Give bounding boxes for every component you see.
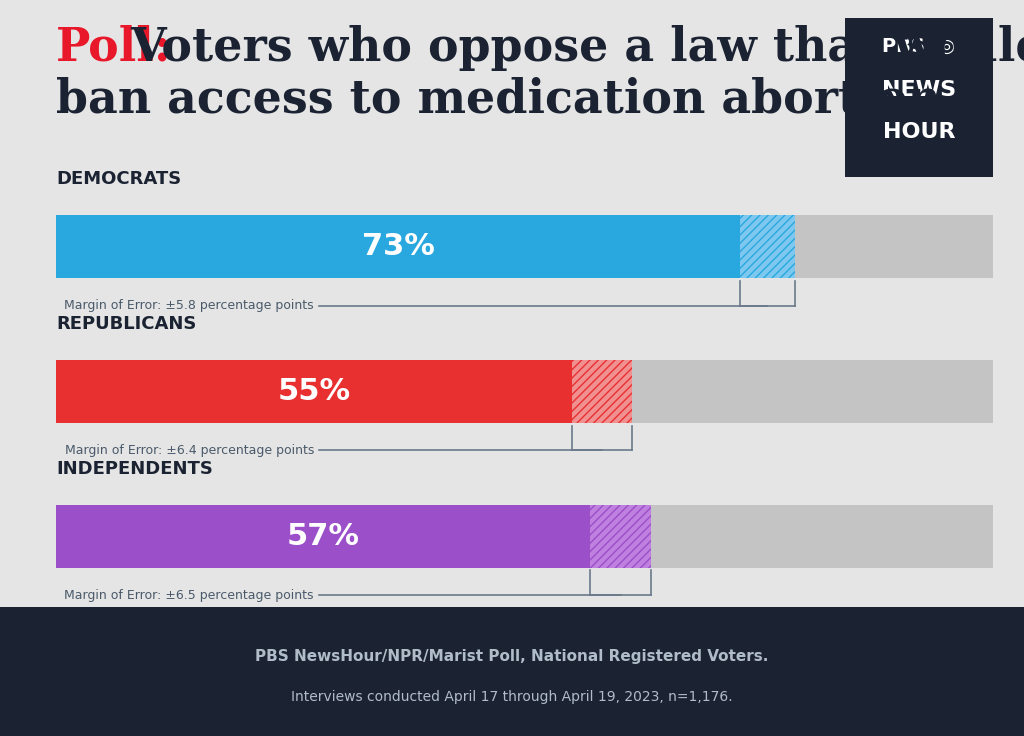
Text: 57%: 57% [287, 522, 359, 551]
Text: Interviews conducted April 17 through April 19, 2023, n=1,176.: Interviews conducted April 17 through Ap… [291, 690, 733, 704]
Bar [591, 505, 651, 568]
Text: 73%: 73% [361, 233, 435, 261]
Text: Margin of Error: ±5.8 percentage points: Margin of Error: ±5.8 percentage points [65, 299, 314, 312]
Bar [740, 215, 795, 278]
Bar [591, 505, 651, 568]
Text: REPUBLICANS: REPUBLICANS [56, 315, 197, 333]
Bar [56, 505, 993, 568]
Bar [56, 215, 740, 278]
Bar [571, 360, 632, 423]
Bar [56, 215, 993, 278]
Bar [740, 215, 795, 278]
Text: Margin of Error: ±6.4 percentage points: Margin of Error: ±6.4 percentage points [65, 444, 314, 457]
Text: ban access to medication abortion: ban access to medication abortion [56, 77, 941, 122]
Text: INDEPENDENTS: INDEPENDENTS [56, 459, 213, 478]
Text: DEMOCRATS: DEMOCRATS [56, 170, 181, 188]
Bar [56, 360, 571, 423]
Text: Poll:: Poll: [56, 25, 172, 71]
Text: PBS  ◎: PBS ◎ [883, 38, 955, 57]
Text: Margin of Error: ±6.5 percentage points: Margin of Error: ±6.5 percentage points [65, 589, 314, 602]
Text: PBS NewsHour/NPR/Marist Poll, National Registered Voters.: PBS NewsHour/NPR/Marist Poll, National R… [255, 648, 769, 664]
Bar [56, 360, 993, 423]
Text: HOUR: HOUR [883, 122, 955, 142]
Bar [56, 505, 591, 568]
Text: Voters who oppose a law that would: Voters who oppose a law that would [130, 25, 1024, 71]
Bar [571, 360, 632, 423]
Text: NEWS: NEWS [882, 79, 956, 99]
Text: 55%: 55% [278, 377, 350, 406]
